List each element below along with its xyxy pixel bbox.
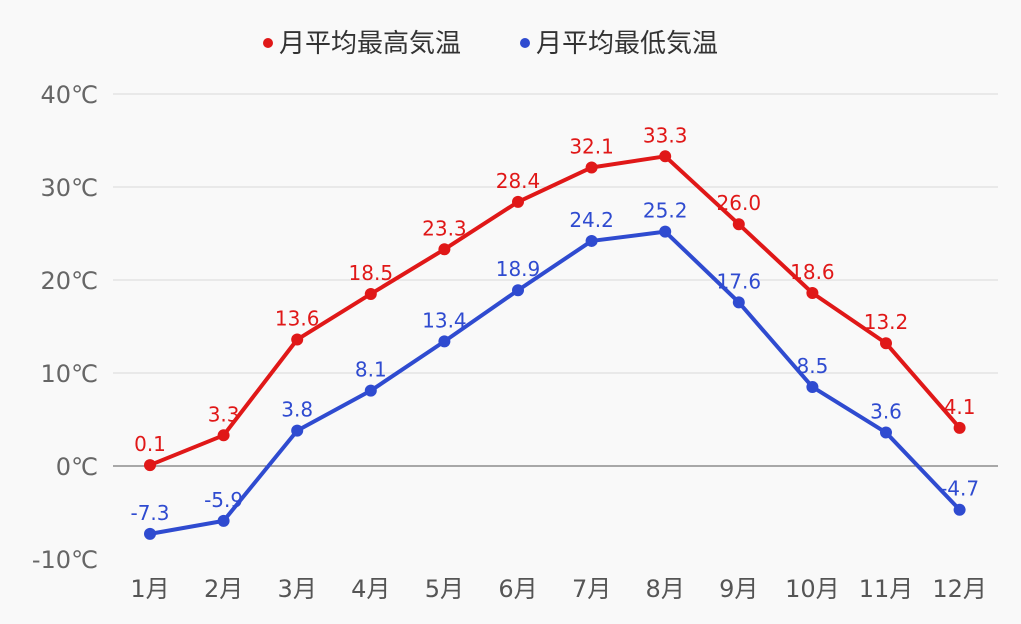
data-label: 18.5 [349, 261, 394, 285]
y-tick-label: 10℃ [41, 360, 99, 388]
data-label: 26.0 [717, 191, 762, 215]
data-point [291, 424, 304, 437]
data-label: 18.6 [790, 260, 835, 284]
legend: 月平均最高気温 月平均最低気温 [263, 29, 718, 59]
data-label: 24.2 [569, 208, 614, 232]
data-label: 25.2 [643, 199, 688, 223]
x-tick-label: 2月 [204, 575, 243, 603]
x-tick-label: 7月 [572, 575, 611, 603]
data-label: 23.3 [422, 216, 467, 240]
data-point [364, 287, 377, 300]
series-line [148, 154, 962, 468]
data-point [585, 234, 598, 247]
data-label: -7.3 [130, 501, 169, 525]
data-point [438, 335, 451, 348]
x-tick-label: 10月 [785, 575, 840, 603]
data-label: 28.4 [496, 169, 541, 193]
data-label: 3.3 [208, 402, 240, 426]
data-point [806, 380, 819, 393]
data-label: 13.4 [422, 308, 467, 332]
data-label: 0.1 [134, 432, 166, 456]
series-layer: 0.1 3.3 13.6 18.5 23.3 28.4 32.1 33.3 26.0 18.6 13… [130, 123, 979, 540]
x-tick-label: 9月 [719, 575, 758, 603]
data-point [144, 459, 156, 472]
x-axis-ticks: 1月 2月 3月 4月 5月 6月 7月 8月 9月 10月 11月 12月 [130, 575, 987, 603]
data-point [806, 287, 819, 300]
data-point [512, 195, 524, 208]
data-label: 3.6 [870, 400, 902, 424]
data-label: 17.6 [717, 269, 762, 293]
legend-marker [520, 38, 530, 48]
x-tick-label: 8月 [646, 575, 685, 603]
x-tick-label: 12月 [932, 575, 987, 603]
data-label: 18.9 [496, 257, 541, 281]
data-point [880, 337, 892, 350]
data-point [953, 421, 966, 434]
legend-marker [263, 38, 273, 48]
data-point [732, 296, 745, 309]
data-label: 3.8 [281, 398, 313, 422]
data-label: 33.3 [643, 123, 688, 147]
gridlines [113, 93, 998, 467]
data-point [659, 225, 672, 238]
data-point [512, 284, 524, 297]
data-point [438, 243, 451, 256]
data-label: 32.1 [569, 134, 614, 158]
x-tick-label: 4月 [351, 575, 390, 603]
data-point [953, 503, 966, 516]
data-point [732, 218, 745, 231]
x-tick-label: 6月 [498, 575, 537, 603]
y-tick-label: 0℃ [56, 453, 98, 481]
series-line [148, 229, 962, 536]
data-label: 8.1 [355, 358, 387, 382]
y-tick-label: 20℃ [41, 267, 99, 295]
x-tick-label: 3月 [278, 575, 317, 603]
data-point [659, 150, 672, 163]
data-point [217, 429, 230, 442]
data-point [217, 514, 230, 527]
x-tick-label: 11月 [859, 575, 914, 603]
data-point [880, 426, 892, 439]
data-label: 4.1 [944, 395, 976, 419]
y-tick-label: -10℃ [32, 546, 98, 574]
data-label: 13.2 [864, 310, 909, 334]
data-label: 8.5 [796, 354, 828, 378]
legend-label: 月平均最高気温 [279, 29, 461, 59]
x-tick-label: 5月 [425, 575, 464, 603]
data-label: 13.6 [275, 307, 320, 331]
legend-label: 月平均最低気温 [536, 29, 718, 59]
y-tick-label: 30℃ [41, 174, 99, 202]
data-point [364, 384, 377, 397]
data-point [144, 527, 156, 540]
data-point [291, 333, 304, 346]
data-label: -4.7 [940, 477, 979, 501]
x-tick-label: 1月 [130, 575, 169, 603]
y-tick-label: 40℃ [41, 81, 99, 109]
y-axis-ticks: -10℃ 0℃ 10℃ 20℃ 30℃ 40℃ [32, 81, 98, 574]
data-point [585, 161, 598, 174]
data-label: -5.9 [204, 488, 243, 512]
